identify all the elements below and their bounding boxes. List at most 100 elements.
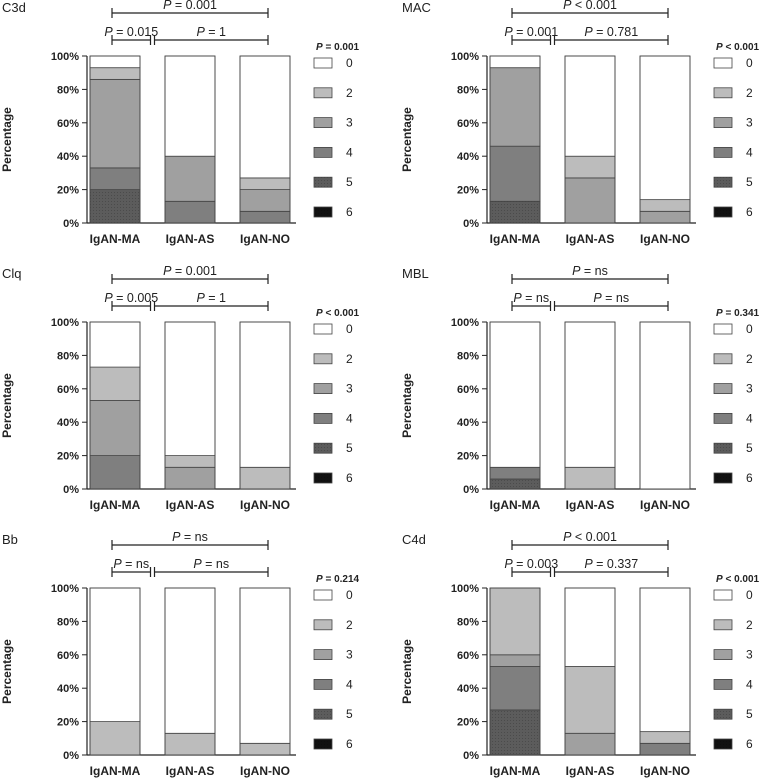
legend-label: 0: [746, 56, 753, 70]
legend-swatch-level-3: [713, 649, 733, 660]
bar-segment-level-0: [89, 587, 141, 723]
x-tick-label: IgAN-NO: [640, 764, 690, 778]
x-tick-label: IgAN-MA: [490, 764, 541, 778]
bar-segment-level-0: [239, 587, 291, 744]
y-tick-label: 40%: [57, 417, 79, 429]
x-tick-label: IgAN-NO: [240, 764, 290, 778]
x-tick-label: IgAN-AS: [566, 498, 615, 512]
chart-title: C3d: [2, 0, 26, 15]
legend-swatch-level-2: [313, 619, 333, 631]
legend-swatch-level-5: [713, 176, 733, 188]
y-axis-label: Percentage: [0, 639, 14, 704]
bar-segment-level-4: [489, 466, 541, 480]
legend-swatch-level-5: [313, 176, 333, 188]
x-tick-label: IgAN-MA: [90, 764, 141, 778]
x-tick-label: IgAN-NO: [640, 498, 690, 512]
bar-outline: [89, 55, 141, 224]
legend-swatch-level-6: [313, 472, 333, 484]
legend-label: 4: [346, 145, 353, 159]
bar-segment-level-2: [89, 721, 141, 756]
legend-swatch-level-2: [313, 87, 333, 99]
x-tick-label: IgAN-MA: [490, 498, 541, 512]
bar-segment-level-4: [489, 666, 541, 711]
bar-segment-level-2: [239, 177, 291, 191]
y-tick-label: 40%: [457, 151, 479, 163]
bar-segment-level-3: [89, 400, 141, 456]
y-tick-label: 80%: [457, 84, 479, 96]
legend-label: 5: [346, 175, 353, 189]
legend-label: 5: [746, 707, 753, 721]
legend-swatch-level-0: [713, 589, 733, 601]
legend-label: 0: [746, 322, 753, 336]
y-tick-label: 40%: [57, 683, 79, 695]
bracket-label-ma_no: P = ns: [172, 530, 208, 544]
bar-segment-level-3: [639, 210, 691, 224]
y-tick-label: 0%: [63, 218, 79, 230]
bar-outline: [564, 321, 616, 490]
bracket-label-as_no: P = 1: [196, 291, 226, 305]
y-tick-label: 80%: [57, 350, 79, 362]
y-tick-label: 100%: [51, 51, 79, 63]
bar-segment-level-2: [489, 587, 541, 656]
bracket-label-ma_no: P = ns: [572, 264, 608, 278]
overall-p-value: P < 0.001: [316, 308, 360, 319]
y-tick-label: 80%: [57, 84, 79, 96]
bracket-label-ma_no: P < 0.001: [563, 0, 617, 12]
bar-segment-level-2: [564, 155, 616, 179]
chart-panel-mbl: MBL Percentage 0% 20% 40% 60% 80% 100% IgAN-MA Ig…: [400, 264, 760, 512]
legend-label: 6: [746, 471, 753, 485]
bar-outline: [489, 55, 541, 224]
bracket-label-as_no: P = 0.781: [584, 25, 638, 39]
bracket-label-as_no: P = ns: [193, 557, 229, 571]
legend-label: 5: [346, 441, 353, 455]
bar-segment-level-2: [639, 731, 691, 744]
bracket-label-ma_as: P = 0.001: [504, 25, 558, 39]
bar-segment-level-2: [239, 742, 291, 756]
x-tick-label: IgAN-NO: [240, 232, 290, 246]
legend-label: 6: [346, 205, 353, 219]
bar-outline: [164, 587, 216, 756]
y-tick-label: 60%: [57, 650, 79, 662]
y-tick-label: 0%: [463, 484, 479, 496]
y-tick-label: 0%: [463, 750, 479, 762]
legend-swatch-level-5: [713, 708, 733, 720]
overall-p-value: P < 0.001: [716, 574, 760, 585]
bar-segment-level-5: [489, 200, 541, 224]
legend-swatch-level-3: [713, 383, 733, 395]
bar-outline: [639, 55, 691, 224]
bar-outline: [489, 321, 541, 490]
y-tick-label: 60%: [457, 650, 479, 662]
x-tick-label: IgAN-AS: [566, 764, 615, 778]
bar-segment-level-2: [564, 466, 616, 490]
legend-label: 5: [346, 707, 353, 721]
bar-segment-level-0: [164, 55, 216, 157]
y-axis-label: Percentage: [400, 107, 414, 172]
chart-panel-c3d: C3d Percentage 0% 20% 40% 60% 80% 100% IgAN-MA Ig…: [0, 0, 360, 246]
legend-swatch-level-4: [313, 146, 333, 158]
y-tick-label: 80%: [57, 616, 79, 628]
y-axis-label: Percentage: [0, 107, 14, 172]
legend-swatch-level-0: [713, 323, 733, 335]
legend-label: 4: [746, 145, 753, 159]
bar-outline: [564, 55, 616, 224]
y-tick-label: 0%: [63, 484, 79, 496]
x-tick-label: IgAN-AS: [566, 232, 615, 246]
y-tick-label: 40%: [57, 151, 79, 163]
bar-outline: [89, 321, 141, 490]
chart-title: C4d: [402, 532, 426, 547]
chart-panel-c4d: C4d Percentage 0% 20% 40% 60% 80% 100% IgAN-MA Ig…: [400, 530, 760, 778]
y-tick-label: 100%: [51, 583, 79, 595]
chart-title: Bb: [2, 532, 18, 547]
y-tick-label: 80%: [457, 350, 479, 362]
bar-segment-level-0: [564, 587, 616, 667]
bar-outline: [564, 587, 616, 756]
legend-label: 3: [346, 648, 353, 662]
bar-segment-level-3: [489, 67, 541, 147]
bracket-label-ma_as: P = 0.003: [504, 557, 558, 571]
legend-label: 2: [746, 352, 753, 366]
chart-title: Clq: [2, 266, 22, 281]
legend-swatch-level-4: [713, 679, 733, 690]
legend-swatch-level-2: [713, 353, 733, 365]
legend-label: 0: [346, 56, 353, 70]
bar-outline: [239, 587, 291, 756]
